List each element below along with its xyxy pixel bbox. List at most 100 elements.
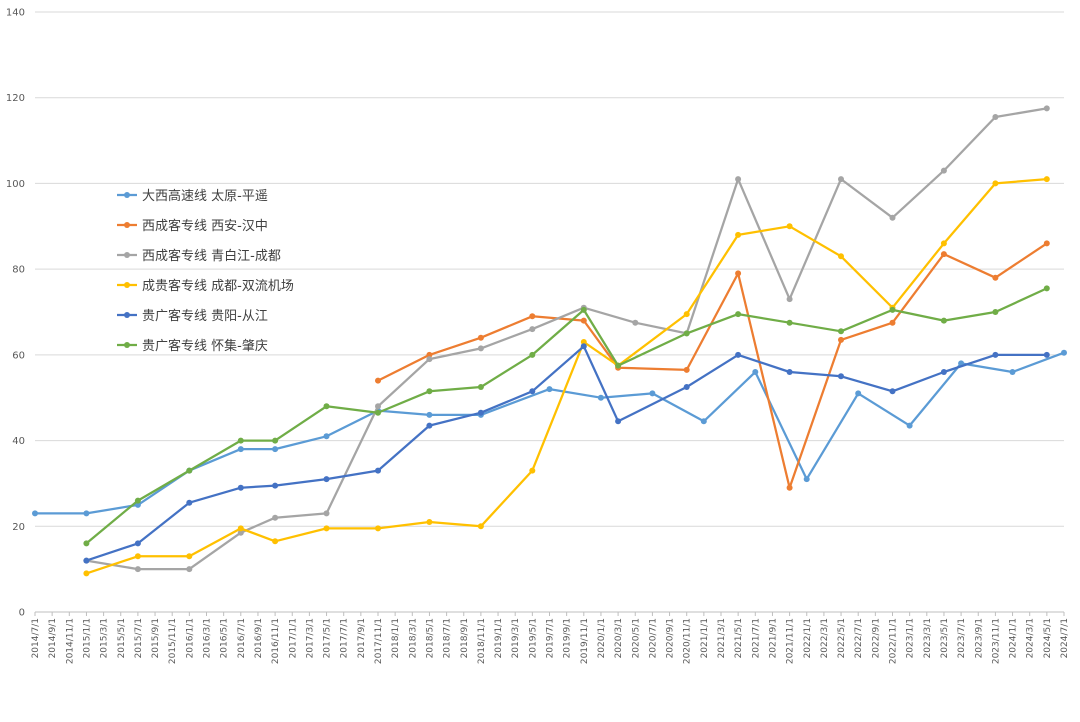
data-point	[83, 557, 90, 564]
y-tick-label: 20	[12, 522, 25, 533]
data-point	[272, 437, 279, 444]
data-point	[237, 437, 244, 444]
data-point	[889, 388, 896, 395]
legend-entry: 西成客专线 青白江-成都	[117, 248, 281, 264]
data-point	[272, 538, 279, 545]
data-point	[32, 510, 38, 517]
x-tick-label: 2019/5/1	[528, 618, 538, 658]
legend-marker-icon	[124, 312, 130, 318]
data-point	[1061, 349, 1067, 356]
data-point	[323, 525, 330, 532]
data-point	[735, 270, 742, 277]
data-point	[83, 570, 90, 577]
series-line	[85, 287, 1048, 545]
x-tick-label: 2021/11/1	[786, 618, 796, 664]
data-point	[1009, 369, 1016, 375]
legend-entry: 西成客专线 西安-汉中	[117, 218, 268, 234]
x-tick-label: 2014/9/1	[48, 618, 58, 658]
x-tick-label: 2021/3/1	[717, 618, 727, 658]
data-point	[134, 501, 141, 508]
x-tick-label: 2015/1/1	[82, 618, 92, 658]
data-point	[838, 253, 844, 260]
data-point	[426, 356, 433, 363]
data-point	[838, 373, 844, 380]
legend-label: 西成客专线 青白江-成都	[142, 248, 281, 264]
data-point	[940, 240, 947, 247]
x-tick-label: 2021/5/1	[734, 618, 744, 658]
x-tick-label: 2019/3/1	[511, 618, 521, 658]
data-point	[786, 484, 793, 491]
y-tick-label: 120	[6, 93, 25, 104]
data-point	[375, 403, 381, 410]
x-tick-label: 2016/5/1	[220, 618, 230, 658]
data-point	[580, 343, 587, 350]
data-point	[683, 311, 690, 318]
data-point	[426, 422, 433, 429]
x-tick-label: 2024/7/1	[1060, 618, 1070, 658]
data-point	[597, 394, 604, 401]
data-point	[786, 319, 793, 326]
x-tick-label: 2022/5/1	[837, 618, 847, 658]
x-tick-label: 2016/1/1	[185, 618, 195, 658]
x-tick-label: 2023/3/1	[923, 618, 933, 658]
data-point	[237, 446, 244, 453]
data-point	[803, 476, 810, 483]
x-tick-label: 2016/9/1	[254, 618, 264, 658]
data-point	[786, 369, 793, 375]
x-tick-label: 2017/5/1	[323, 618, 333, 658]
series-1	[32, 349, 1067, 517]
x-tick-label: 2014/11/1	[65, 618, 75, 664]
data-point	[237, 484, 244, 491]
data-point	[134, 553, 141, 560]
data-point	[477, 345, 484, 352]
data-point	[786, 223, 793, 230]
legend-label: 贵广客专线 贵阳-从江	[142, 308, 268, 324]
data-point	[735, 176, 742, 183]
data-point	[1043, 176, 1050, 183]
data-point	[580, 317, 587, 324]
data-point	[323, 476, 330, 483]
data-point	[323, 403, 330, 410]
series-6	[83, 285, 1050, 547]
data-point	[529, 351, 536, 358]
x-tick-label: 2020/5/1	[631, 618, 641, 658]
data-point	[992, 114, 999, 120]
data-point	[992, 180, 999, 187]
data-point	[752, 369, 759, 375]
y-axis-ticks: 0 20 40 60 80 100 120 140	[6, 8, 25, 619]
x-tick-label: 2017/7/1	[340, 618, 350, 658]
data-point	[889, 319, 896, 326]
data-point	[546, 386, 553, 393]
data-point	[477, 334, 484, 341]
y-tick-label: 0	[19, 608, 25, 619]
data-point	[237, 525, 244, 532]
data-point	[186, 553, 193, 560]
gridlines	[35, 11, 1064, 613]
data-point	[272, 446, 279, 453]
data-point	[529, 326, 536, 333]
x-tick-label: 2015/5/1	[117, 618, 127, 658]
data-point	[426, 411, 433, 418]
x-tick-label: 2020/9/1	[666, 618, 676, 658]
data-point	[940, 167, 947, 174]
series-line	[86, 345, 1047, 562]
x-tick-label: 2017/11/1	[374, 618, 384, 664]
x-tick-label: 2016/11/1	[271, 618, 281, 664]
data-point	[186, 499, 193, 506]
data-point	[529, 313, 536, 320]
legend-label: 西成客专线 西安-汉中	[142, 218, 268, 234]
data-point	[477, 409, 484, 416]
x-tick-label: 2019/1/1	[494, 618, 504, 658]
x-tick-label: 2024/5/1	[1043, 618, 1053, 658]
x-tick-label: 2022/7/1	[854, 618, 864, 658]
data-point	[906, 422, 913, 429]
data-point	[477, 384, 484, 390]
data-point	[735, 311, 742, 318]
data-point	[940, 369, 947, 375]
x-tick-label: 2019/7/1	[546, 618, 556, 658]
x-tick-label: 2022/3/1	[820, 618, 830, 658]
series-5	[83, 343, 1050, 564]
y-tick-label: 60	[12, 350, 25, 361]
data-point	[786, 296, 793, 303]
